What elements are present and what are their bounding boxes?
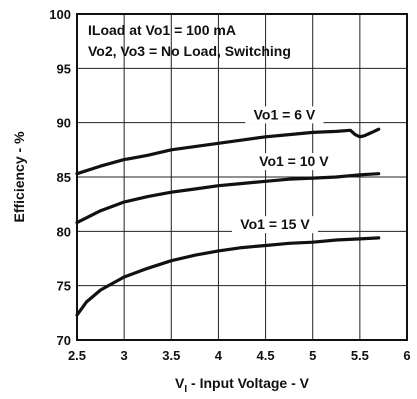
x-tick-label: 6 [403,348,410,363]
y-tick-label: 100 [49,7,71,22]
y-tick-label: 95 [57,61,71,76]
y-axis-label: Efficiency - % [11,131,27,223]
series-label-bg-1 [250,153,337,171]
series-line-1 [75,172,381,225]
plot-frame [76,13,408,341]
series-label-1: Vo1 = 10 V [259,153,329,169]
x-tick-label: 3 [121,348,128,363]
y-tick-label: 90 [57,116,71,131]
x-axis-label-subscript: I [184,384,187,395]
x-tick-labels: 2.5 3 3.5 4 4.5 5 5.5 6 [68,348,411,363]
x-tick-label: 4 [215,348,223,363]
x-tick-label: 5 [309,348,316,363]
series-lines [75,127,381,317]
series-line-0 [75,127,381,176]
x-tick-label: 2.5 [68,348,86,363]
y-tick-label: 70 [57,333,71,348]
series-labels: Vo1 = 6 V Vo1 = 10 V Vo1 = 15 V [232,106,337,234]
y-tick-label: 75 [57,279,71,294]
x-tick-label: 3.5 [162,348,180,363]
annotation-load: ILoad at Vo1 = 100 mA [88,22,236,38]
series-label-2: Vo1 = 15 V [240,216,310,232]
x-axis-label-rest: - Input Voltage - V [187,375,310,391]
y-tick-label: 85 [57,170,71,185]
y-tick-label: 80 [57,224,71,239]
x-tick-label: 4.5 [257,348,275,363]
series-label-0: Vo1 = 6 V [254,106,316,122]
annotation-conditions: Vo2, Vo3 = No Load, Switching [88,43,291,59]
series-line-2 [75,236,381,317]
y-tick-labels: 70 75 80 85 90 95 100 [49,7,71,348]
x-tick-label: 5.5 [351,348,369,363]
series-label-bg-2 [232,216,318,234]
series-label-bg-0 [245,106,324,124]
x-axis-label-main: V [175,375,185,391]
grid [76,13,408,341]
x-axis-label: VI - Input Voltage - V [175,375,310,395]
